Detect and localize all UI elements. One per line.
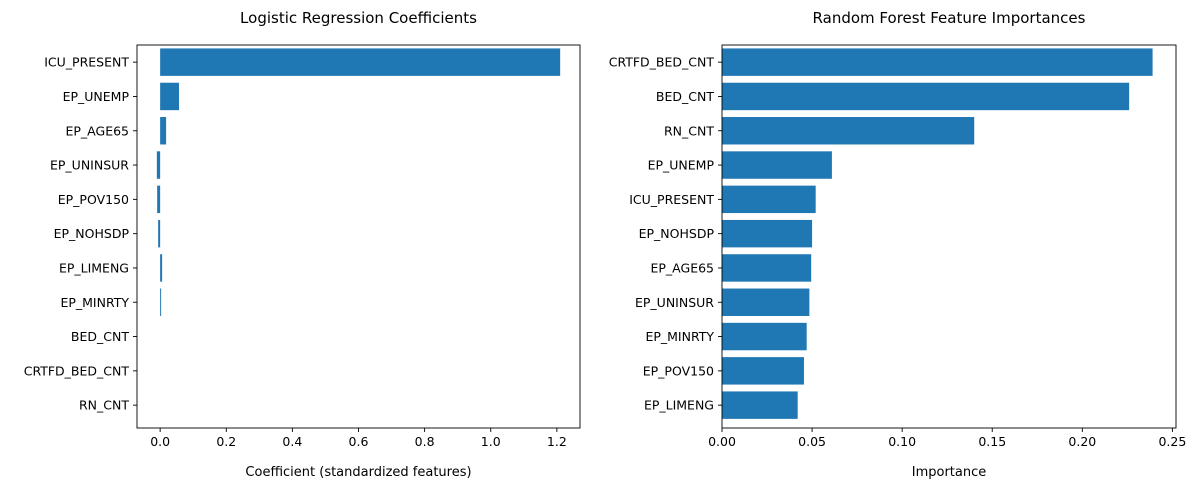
logistic-regression-panel: ICU_PRESENT EP_UNEMP EP_AGE65 EP_UNINSUR EP_… (24, 9, 581, 480)
rf-ytick-label: EP_LIMENG (644, 398, 714, 413)
lr-ytick-label: EP_UNEMP (63, 89, 130, 104)
rf-axes-frame (721, 44, 1177, 429)
lr-ytick-label: EP_LIMENG (59, 260, 129, 275)
rf-chart-title: Random Forest Feature Importances (813, 9, 1086, 27)
lr-bar-ep-limeng (160, 254, 163, 282)
rf-xtick-label: 0.10 (888, 434, 916, 449)
lr-xtick-label: 0.8 (415, 434, 435, 449)
lr-bar-ep-pov150 (157, 185, 161, 214)
lr-ytick-label: ICU_PRESENT (44, 55, 129, 70)
rf-bar-crtfd-bed-cnt (722, 48, 1153, 76)
rf-ytick-label: EP_UNINSUR (635, 295, 714, 310)
rf-xtick-label: 0.25 (1158, 434, 1186, 449)
lr-bar-ep-age65 (160, 117, 167, 145)
rf-ytick-label: CRTFD_BED_CNT (609, 55, 715, 70)
lr-bar-icu-present (160, 48, 561, 76)
lr-bar-ep-minrty (160, 288, 162, 316)
rf-bar-ep-pov150 (722, 357, 804, 385)
lr-chart-title: Logistic Regression Coefficients (240, 9, 477, 27)
rf-bar-icu-present (722, 185, 816, 214)
lr-ytick-label: CRTFD_BED_CNT (24, 363, 130, 378)
rf-xtick-label: 0.05 (798, 434, 826, 449)
rf-ytick-label: EP_UNEMP (648, 158, 715, 173)
rf-xtick-label: 0.15 (978, 434, 1006, 449)
rf-bar-bed-cnt (722, 82, 1130, 111)
random-forest-panel: CRTFD_BED_CNT BED_CNT RN_CNT EP_UNEMP ICU_PR… (609, 9, 1187, 480)
rf-bar-ep-unemp (722, 151, 832, 179)
rf-bar-ep-age65 (722, 254, 812, 282)
rf-xtick-label: 0.00 (708, 434, 736, 449)
rf-ytick-label: BED_CNT (656, 89, 714, 104)
rf-ytick-label: EP_POV150 (643, 363, 714, 378)
rf-x-axis-label: Importance (912, 465, 987, 480)
lr-bar-ep-unemp (160, 82, 179, 111)
rf-ytick-label: ICU_PRESENT (629, 192, 714, 207)
rf-ytick-label: EP_MINRTY (645, 329, 714, 344)
lr-xtick-label: 0.4 (282, 434, 302, 449)
rf-ytick-label: EP_NOHSDP (639, 226, 715, 241)
lr-xtick-label: 0.0 (150, 434, 170, 449)
lr-xtick-label: 0.6 (349, 434, 369, 449)
rf-ytick-label: RN_CNT (664, 123, 714, 138)
lr-xtick-label: 1.0 (481, 434, 501, 449)
rf-ytick-label: EP_AGE65 (650, 260, 714, 275)
rf-bar-ep-nohsdp (722, 219, 813, 248)
rf-bar-rn-cnt (722, 117, 975, 145)
lr-ytick-label: EP_UNINSUR (50, 158, 129, 173)
rf-bar-ep-limeng (722, 391, 798, 419)
lr-ytick-label: BED_CNT (71, 329, 129, 344)
lr-axes-frame (136, 44, 581, 429)
rf-xtick-label: 0.20 (1068, 434, 1096, 449)
lr-ytick-label: EP_NOHSDP (54, 226, 130, 241)
lr-xtick-label: 1.2 (547, 434, 567, 449)
lr-ytick-label: EP_MINRTY (60, 295, 129, 310)
rf-bar-ep-minrty (722, 322, 807, 351)
lr-ytick-label: EP_AGE65 (65, 123, 129, 138)
lr-bar-ep-uninsur (156, 151, 161, 179)
rf-bar-ep-uninsur (722, 288, 810, 316)
lr-ytick-label: RN_CNT (79, 398, 129, 413)
lr-x-axis-label: Coefficient (standardized features) (245, 465, 471, 480)
lr-ytick-label: EP_POV150 (58, 192, 129, 207)
lr-xtick-label: 0.2 (216, 434, 236, 449)
lr-bar-ep-nohsdp (158, 219, 161, 248)
